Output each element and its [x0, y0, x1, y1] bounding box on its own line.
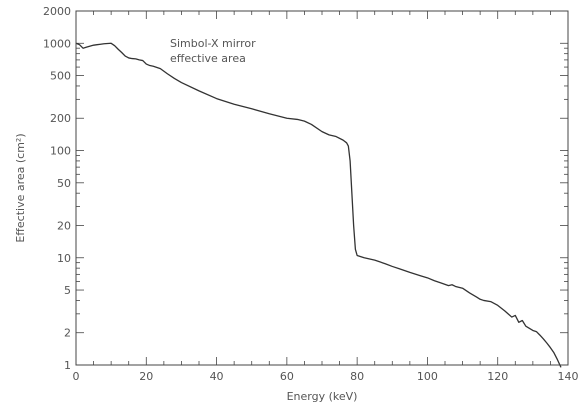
ticks-layer [75, 10, 569, 366]
y-tick-label: 200 [50, 112, 71, 125]
plot-frame [75, 10, 569, 366]
x-tick-label: 100 [417, 370, 438, 383]
y-tick-label: 100 [50, 145, 71, 158]
y-tick-label: 50 [57, 177, 71, 190]
x-tick-label: 140 [558, 370, 579, 383]
annotation-line-2: effective area [170, 52, 246, 65]
x-tick-label: 20 [139, 370, 153, 383]
y-tick-label: 2000 [43, 5, 71, 18]
x-tick-label: 120 [487, 370, 508, 383]
y-tick-label: 500 [50, 70, 71, 83]
y-tick-label: 20 [57, 219, 71, 232]
y-tick-label: 10 [57, 252, 71, 265]
y-tick-label: 5 [64, 284, 71, 297]
y-tick-label: 1 [64, 359, 71, 372]
labels-layer: 0 20 40 60 80 100 120 140 1 2 5 10 20 50 100 200 500 1000… [43, 5, 579, 383]
x-axis-label: Energy (keV) [287, 390, 358, 403]
y-tick-label: 1000 [43, 37, 71, 50]
x-tick-label: 60 [280, 370, 294, 383]
annotation-line-1: Simbol-X mirror [170, 37, 256, 50]
y-tick-label: 2 [64, 327, 71, 340]
x-tick-label: 80 [350, 370, 364, 383]
x-tick-label: 0 [73, 370, 80, 383]
effective-area-curve [75, 42, 562, 368]
y-axis-label: Effective area (cm²) [14, 133, 27, 242]
x-tick-label: 40 [210, 370, 224, 383]
